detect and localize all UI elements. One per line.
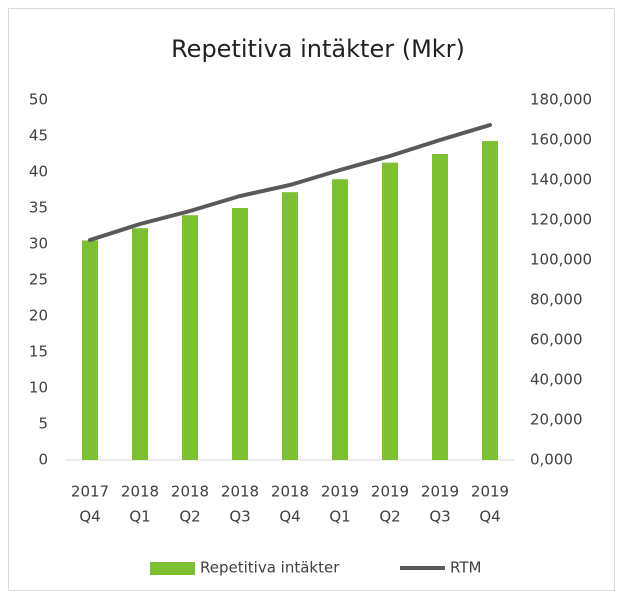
x-tick-label: Q3 <box>429 508 450 526</box>
x-tick-label: 2019 <box>471 483 509 501</box>
legend-label: RTM <box>450 559 481 577</box>
y-tick-label: 35 <box>29 199 48 217</box>
bar <box>482 141 498 461</box>
y-tick-label: 50 <box>29 91 48 109</box>
y-tick-label: 25 <box>29 271 48 289</box>
x-tick-label: 2018 <box>171 483 209 501</box>
legend-label: Repetitiva intäkter <box>200 559 340 577</box>
line <box>88 123 492 242</box>
x-tick-label: Q3 <box>229 508 250 526</box>
x-tick-label: Q4 <box>79 508 100 526</box>
y2-tick-label: 120,000 <box>530 211 592 229</box>
y-tick-label: 45 <box>29 127 48 145</box>
x-tick-label: 2019 <box>321 483 359 501</box>
bar <box>332 179 348 460</box>
y2-tick-label: 180,000 <box>530 91 592 109</box>
y-tick-label: 5 <box>38 415 48 433</box>
legend-swatch <box>150 562 195 575</box>
x-tick-label: Q1 <box>329 508 350 526</box>
x-tick-label: Q4 <box>279 508 300 526</box>
x-tick-label: 2017 <box>71 483 109 501</box>
y2-tick-label: 40,000 <box>530 371 583 389</box>
y2-tick-label: 160,000 <box>530 131 592 149</box>
bar <box>132 228 148 460</box>
y2-tick-label: 140,000 <box>530 171 592 189</box>
bar <box>232 208 248 460</box>
x-tick-label: 2018 <box>221 483 259 501</box>
x-tick-label: Q2 <box>179 508 200 526</box>
x-tick-label: Q4 <box>479 508 500 526</box>
chart-title: Repetitiva intäkter (Mkr) <box>171 35 465 63</box>
y-tick-label: 30 <box>29 235 48 253</box>
bar <box>382 162 398 460</box>
x-tick-label: Q1 <box>129 508 150 526</box>
bar <box>432 154 448 460</box>
y2-tick-label: 60,000 <box>530 331 583 349</box>
chart-frame <box>8 8 615 591</box>
y2-tick-label: 80,000 <box>530 291 583 309</box>
y2-tick-label: 100,000 <box>530 251 592 269</box>
x-tick-label: 2019 <box>371 483 409 501</box>
y2-tick-label: 0,000 <box>530 451 573 469</box>
x-tick-label: Q2 <box>379 508 400 526</box>
y2-tick-label: 20,000 <box>530 411 583 429</box>
y-tick-label: 20 <box>29 307 48 325</box>
x-tick-label: 2018 <box>271 483 309 501</box>
y-tick-label: 0 <box>38 451 48 469</box>
y-tick-label: 40 <box>29 163 48 181</box>
bar <box>82 240 98 460</box>
x-tick-label: 2019 <box>421 483 459 501</box>
y-tick-label: 15 <box>29 343 48 361</box>
bar <box>282 192 298 460</box>
bar <box>182 215 198 460</box>
x-tick-label: 2018 <box>121 483 159 501</box>
y-tick-label: 10 <box>29 379 48 397</box>
